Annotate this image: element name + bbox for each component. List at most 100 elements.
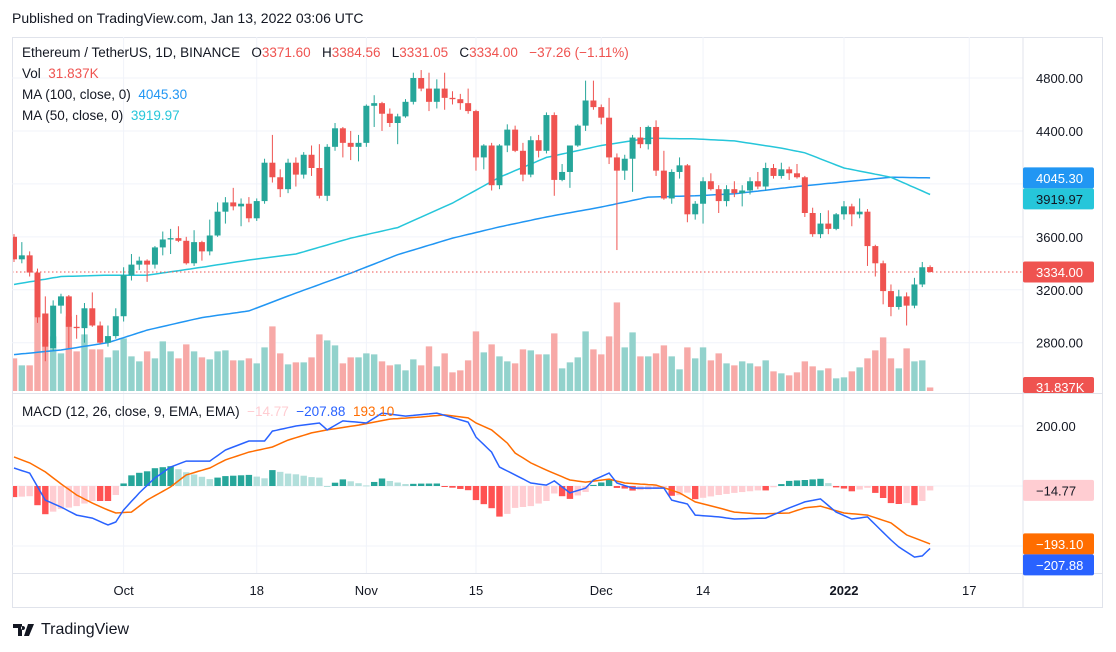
- volume-bar: [707, 360, 715, 391]
- macd-histogram-bar: [49, 486, 57, 512]
- macd-histogram-bar: [128, 475, 135, 486]
- volume-bar: [472, 331, 480, 391]
- volume-legend[interactable]: Vol 31.837K: [22, 66, 99, 81]
- chart-frame: [12, 37, 1103, 608]
- open-label: O: [251, 45, 262, 60]
- macd-histogram-bar: [840, 486, 848, 489]
- volume-bar: [723, 363, 730, 391]
- volume-bar: [887, 358, 895, 391]
- candle-body: [692, 203, 699, 215]
- volume-bar: [840, 377, 848, 391]
- volume-bar: [590, 349, 597, 391]
- symbol-legend: Ethereum / TetherUS, 1D, BINANCE O3371.6…: [22, 45, 629, 60]
- macd-legend[interactable]: MACD (12, 26, close, 9, EMA, EMA) −14.77…: [22, 404, 394, 419]
- price-badge: 4045.30: [1023, 167, 1094, 189]
- price-badge: 3334.00: [1023, 261, 1094, 283]
- macd-histogram-bar: [879, 486, 887, 498]
- macd-histogram-bar: [355, 483, 362, 486]
- candle: [65, 295, 72, 348]
- macd-histogram-bar: [300, 475, 307, 486]
- macd-histogram-bar: [464, 486, 472, 491]
- volume-bar: [394, 364, 401, 391]
- macd-histogram-bar: [73, 486, 80, 507]
- macd-histogram-bar: [699, 486, 707, 498]
- candle: [551, 112, 558, 196]
- candle-body: [144, 260, 151, 265]
- volume-bar: [261, 347, 268, 391]
- candle: [856, 198, 863, 219]
- macd-histogram-bar: [801, 480, 809, 486]
- candle: [13, 234, 17, 262]
- macd-histogram-bar: [731, 486, 738, 493]
- candle-body: [833, 214, 840, 229]
- candle-body: [238, 203, 245, 207]
- volume-bar: [660, 345, 668, 391]
- volume-bar: [731, 365, 738, 391]
- candle-body: [527, 140, 534, 175]
- volume-bar: [895, 368, 902, 391]
- candle: [668, 169, 675, 204]
- candle-body: [739, 190, 746, 194]
- macd-histogram-bar: [425, 483, 433, 486]
- candle-body: [425, 88, 432, 102]
- symbol-title[interactable]: Ethereum / TetherUS, 1D, BINANCE: [22, 45, 241, 60]
- candle: [418, 70, 425, 92]
- volume-bar: [511, 363, 519, 391]
- candle-body: [551, 115, 558, 180]
- candle: [840, 201, 847, 220]
- candle-body: [825, 223, 832, 229]
- volume-bar: [57, 353, 65, 391]
- candle: [97, 321, 104, 345]
- candle: [292, 157, 299, 187]
- macd-histogram-bar: [96, 486, 104, 501]
- macd-histogram-bar: [136, 472, 143, 486]
- candle-body: [778, 169, 785, 176]
- candle-body: [50, 305, 57, 348]
- candle: [621, 154, 628, 180]
- volume-bar: [410, 359, 417, 391]
- candle: [684, 164, 691, 223]
- candle-body: [128, 264, 135, 276]
- volume-bar: [848, 371, 856, 391]
- macd-value: −207.88: [296, 404, 346, 419]
- candle: [927, 265, 934, 273]
- volume-bar: [245, 358, 253, 391]
- candle-body: [57, 296, 64, 306]
- volume-bar: [339, 363, 347, 391]
- macd-histogram-bar: [245, 474, 253, 486]
- candle: [245, 197, 252, 223]
- candle: [347, 130, 354, 161]
- candlesticks: [13, 70, 934, 362]
- macd-histogram-bar: [746, 486, 754, 492]
- candle: [566, 145, 573, 188]
- macd-axis[interactable]: 200.00 −14.77 −193.10 −207.88: [1023, 419, 1094, 576]
- ma100-legend[interactable]: MA (100, close, 0) 4045.30: [22, 87, 187, 102]
- macd-histogram-bar: [363, 485, 370, 487]
- candle: [559, 164, 566, 182]
- volume-bar: [613, 302, 621, 391]
- close-value: 3334.00: [469, 45, 518, 60]
- tradingview-logo[interactable]: TradingView: [13, 621, 129, 639]
- candle: [363, 104, 370, 147]
- macd-histogram-bar: [214, 477, 221, 486]
- volume-bar: [684, 347, 691, 391]
- candle-body: [559, 171, 566, 180]
- macd-histogram-bar: [386, 481, 394, 486]
- macd-line: [13, 412, 931, 558]
- volume-bar: [825, 368, 832, 391]
- candle-body: [277, 177, 284, 190]
- price-axis[interactable]: 4800.00 4400.00 3600.00 3200.00 2800.00 4045.…: [1023, 71, 1094, 395]
- candle: [613, 153, 620, 251]
- candle: [167, 228, 174, 255]
- candle-body: [339, 128, 346, 143]
- candle-body: [927, 267, 934, 273]
- candle: [386, 108, 393, 127]
- volume-bar: [441, 353, 448, 391]
- volume-bar: [214, 351, 221, 391]
- ma50-legend[interactable]: MA (50, close, 0) 3919.97: [22, 108, 180, 123]
- candle: [457, 93, 464, 110]
- macd-histogram-bar: [926, 486, 934, 491]
- time-axis[interactable]: Oct 18 Nov 15 Dec 14 2022 17: [114, 583, 977, 598]
- candle-body: [480, 145, 487, 158]
